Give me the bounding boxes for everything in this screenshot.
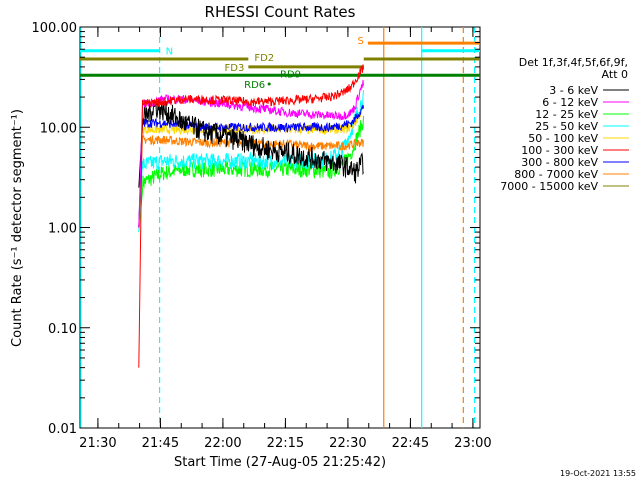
legend-entry-label: 7000 - 15000 keV — [500, 180, 598, 193]
y-tick-label: 0.10 — [48, 322, 77, 337]
status-bar-label: N — [166, 47, 173, 58]
series-line — [138, 64, 364, 368]
legend-header-line-1: Det 1f,3f,4f,5f,6f,9f, — [519, 56, 628, 69]
status-bar-label: RD9 — [280, 69, 301, 80]
chart-title: RHESSI Count Rates — [205, 3, 356, 21]
legend-entry-label: 50 - 100 keV — [528, 132, 598, 145]
x-tick-label: 22:00 — [204, 436, 241, 451]
status-bar-label: RD6 — [244, 80, 265, 91]
y-tick-label: 100.00 — [32, 21, 78, 36]
x-tick-label: 21:30 — [79, 436, 116, 451]
legend-entry-label: 300 - 800 keV — [521, 156, 598, 169]
series-line — [138, 100, 364, 188]
y-tick-label: 1.00 — [48, 222, 77, 237]
plot-area — [79, 26, 481, 429]
x-tick-label: 21:45 — [142, 436, 179, 451]
legend-entry-label: 100 - 300 keV — [521, 144, 598, 157]
legend: Det 1f,3f,4f,5f,6f,9f, Att 0 3 - 6 keV6 … — [500, 56, 629, 193]
x-tick-label: 22:45 — [392, 436, 429, 451]
y-tick-label: 0.01 — [48, 422, 77, 437]
y-tick-label: 10.00 — [40, 121, 77, 136]
legend-entry-label: 800 - 7000 keV — [514, 168, 598, 181]
status-bar-label: FD2 — [254, 53, 274, 64]
x-tick-label: 22:30 — [329, 436, 366, 451]
series-line — [138, 115, 364, 233]
x-tick-label: 23:00 — [454, 436, 491, 451]
status-marker — [267, 82, 271, 86]
legend-entry-label: 12 - 25 keV — [535, 108, 598, 121]
x-axis-label: Start Time (27-Aug-05 21:25:42) — [174, 455, 386, 470]
legend-entry-label: 6 - 12 keV — [542, 96, 598, 109]
x-tick-label: 22:15 — [267, 436, 304, 451]
series-line — [138, 80, 364, 228]
status-bar-label: FD3 — [225, 63, 245, 74]
legend-entry-label: 3 - 6 keV — [549, 84, 598, 97]
y-axis-label: Count Rate (s⁻¹ detector segment⁻¹) — [10, 109, 25, 347]
legend-entry-label: 25 - 50 keV — [535, 120, 598, 133]
footer-timestamp: 19-Oct-2021 13:55 — [560, 469, 636, 478]
status-bar-label: S — [358, 36, 364, 47]
legend-header-line-2: Att 0 — [602, 68, 628, 81]
